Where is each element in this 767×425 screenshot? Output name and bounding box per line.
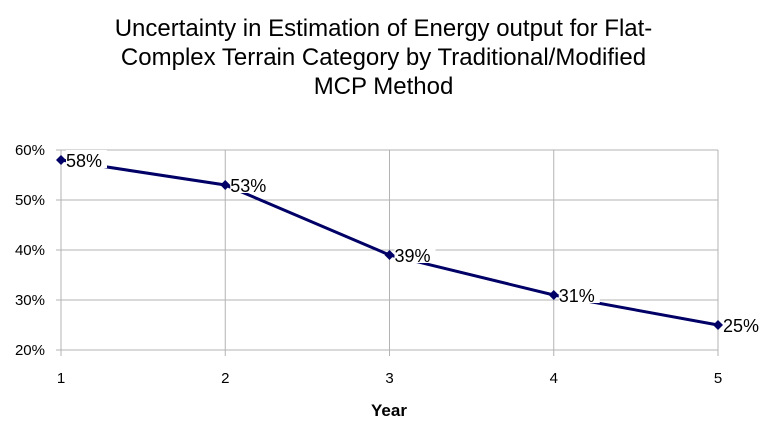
data-point-marker xyxy=(384,250,395,260)
x-tick-label: 4 xyxy=(550,370,558,387)
data-label-background xyxy=(558,285,600,303)
y-tick-label: 60% xyxy=(15,142,45,159)
y-axis-ticks: 20% 30% 40% 50% 60% xyxy=(15,142,45,359)
data-label: 25% xyxy=(723,316,759,336)
data-label-background xyxy=(723,315,764,333)
chart-title-line: Uncertainty in Estimation of Energy outp… xyxy=(114,15,653,42)
data-labels: 58% 53% 39% 31% 25% xyxy=(66,150,764,336)
x-axis-label: Year xyxy=(371,401,407,420)
data-point-marker xyxy=(713,320,723,330)
data-label: 39% xyxy=(395,246,431,266)
x-tick-label: 3 xyxy=(385,370,393,387)
data-label-background xyxy=(394,245,436,263)
data-point-marker xyxy=(56,155,66,165)
data-point-marker xyxy=(220,180,231,190)
data-label-background xyxy=(66,150,107,168)
data-label: 53% xyxy=(230,176,266,196)
x-axis-ticks: 1 2 3 4 5 xyxy=(57,370,722,387)
y-tick-label: 30% xyxy=(15,292,45,309)
y-tick-label: 50% xyxy=(15,192,45,209)
data-label: 31% xyxy=(559,286,595,306)
series-line xyxy=(56,155,723,330)
data-point-marker xyxy=(548,290,559,300)
data-label: 58% xyxy=(66,151,102,171)
y-tick-label: 20% xyxy=(15,342,45,359)
chart-title-line: MCP Method xyxy=(313,73,454,100)
y-tick-label: 40% xyxy=(15,242,45,259)
x-tick-label: 2 xyxy=(221,370,229,387)
grid-lines xyxy=(56,149,719,356)
x-tick-label: 5 xyxy=(714,370,722,387)
data-label-background xyxy=(230,175,272,193)
chart-title: Uncertainty in Estimation of Energy outp… xyxy=(0,14,767,101)
chart-title-line: Complex Terrain Category by Traditional/… xyxy=(120,44,647,71)
x-tick-label: 1 xyxy=(57,370,65,387)
